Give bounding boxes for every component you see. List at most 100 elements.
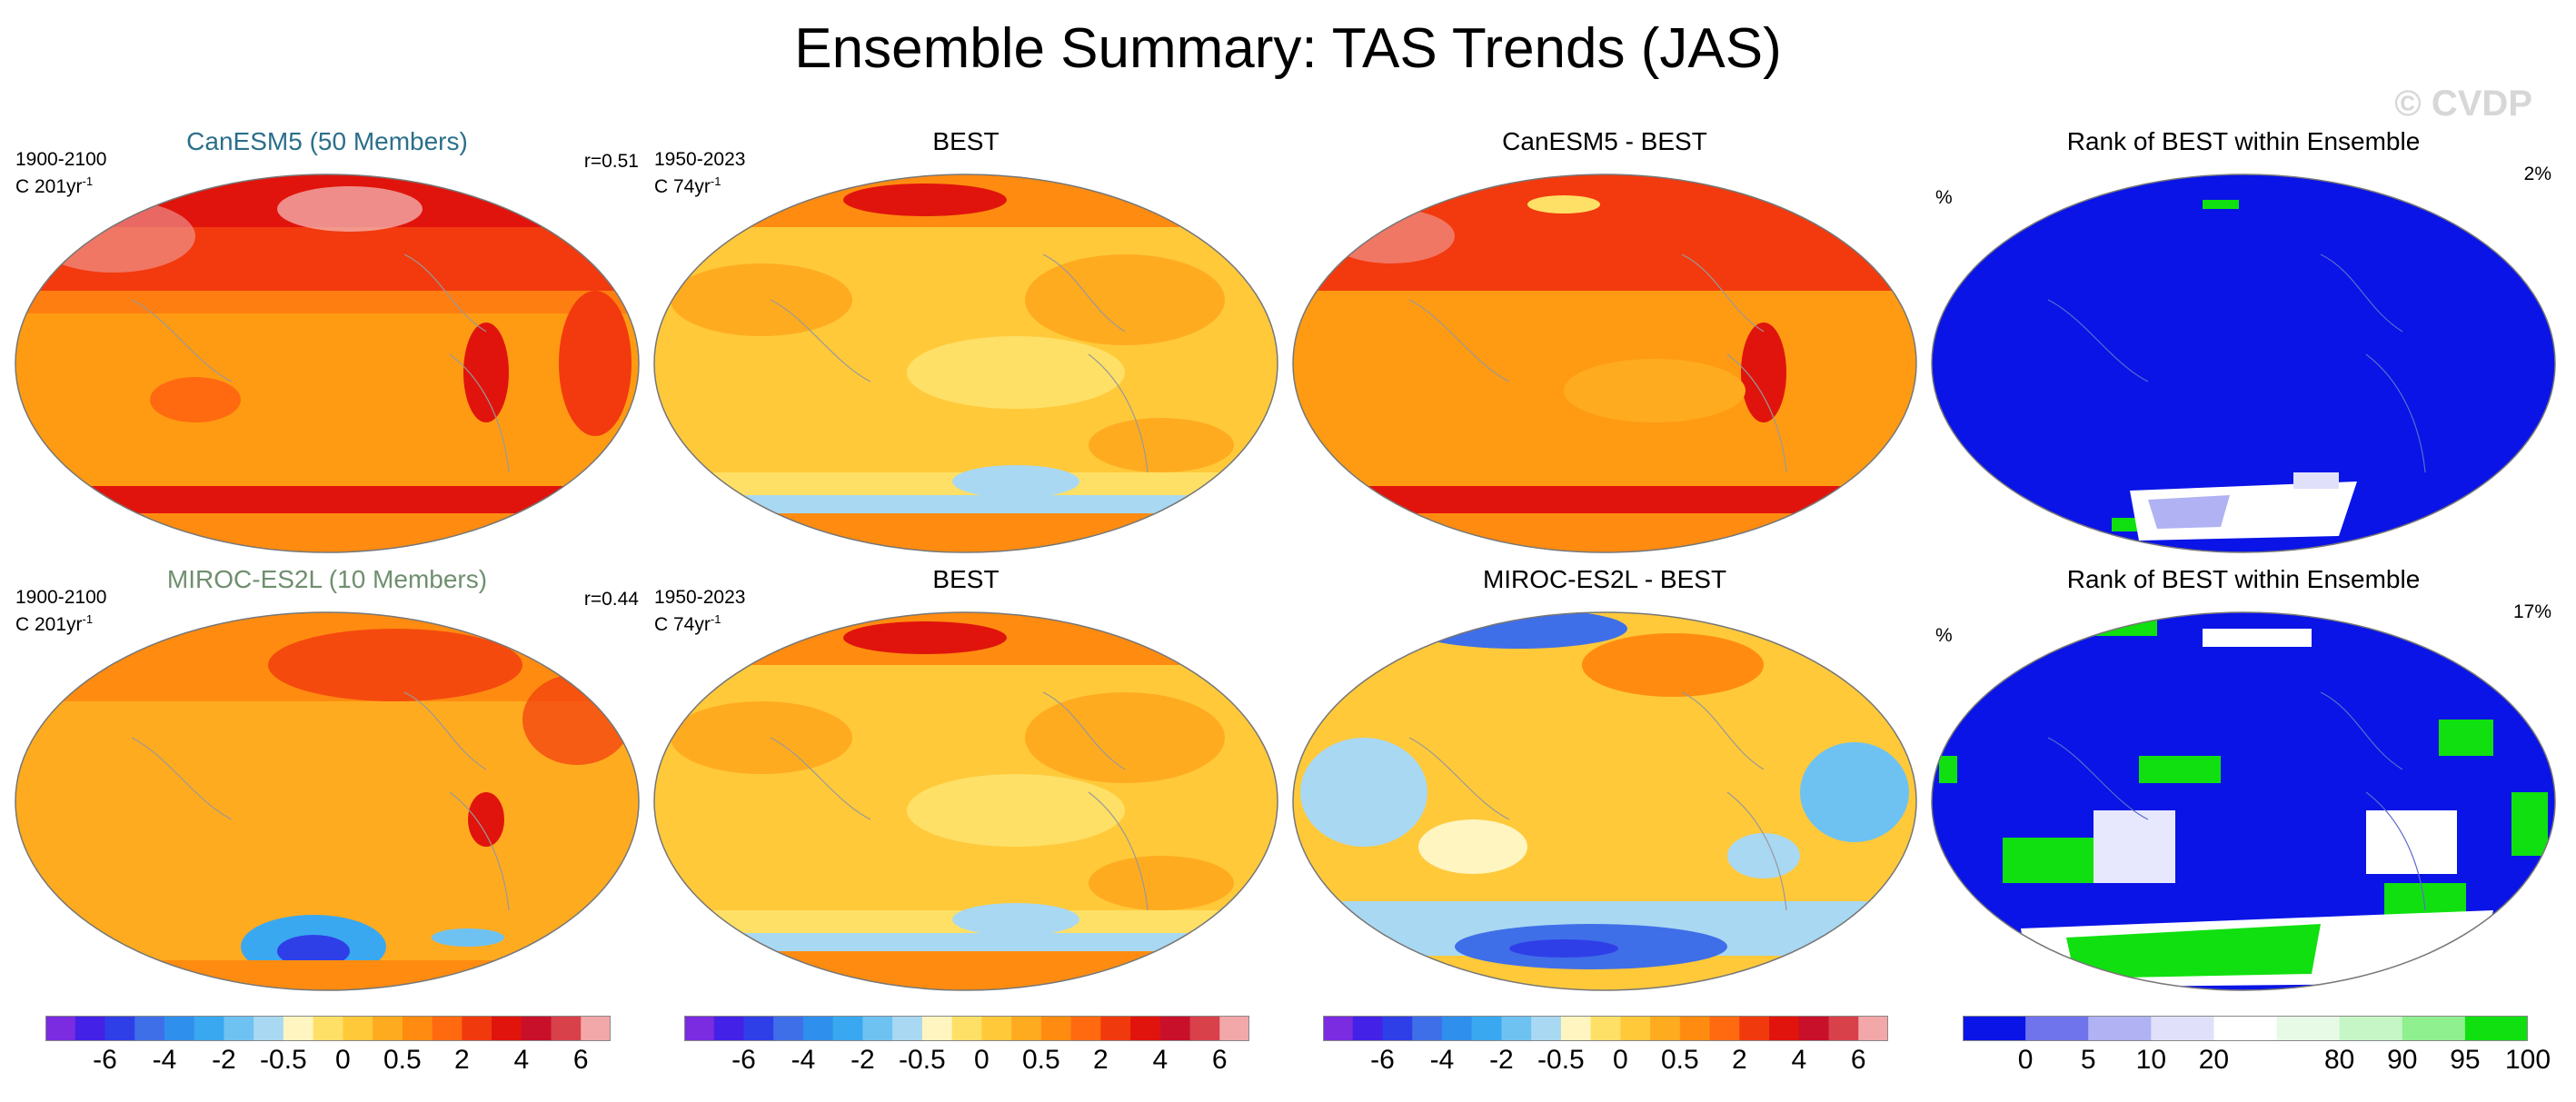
colorbar-swatch (1590, 1016, 1621, 1041)
colorbar-tick-label: 4 (513, 1045, 530, 1075)
colorbar-border (684, 1016, 1249, 1041)
colorbar-tick-label: 0.5 (383, 1045, 422, 1075)
colorbar-swatch (581, 1016, 611, 1041)
panel-rank-row1: Rank of BEST within Ensemble % 2% (1930, 127, 2557, 563)
map-canesm5 (14, 173, 641, 554)
colorbar-swatch (402, 1016, 433, 1041)
colorbar-swatch (1531, 1016, 1562, 1041)
panel-title: CanESM5 (50 Members) (186, 127, 468, 155)
colorbar-tick-label: -4 (152, 1045, 177, 1075)
colorbar-swatch (1100, 1016, 1131, 1041)
colorbar-swatch (981, 1016, 1012, 1041)
period-text: 1900-2100 (15, 149, 107, 170)
units-exp: -1 (82, 174, 94, 188)
colorbar-swatch (1441, 1016, 1473, 1041)
units-value: C 201yr (15, 176, 83, 197)
colorbar-tick-label: 2 (1092, 1045, 1109, 1075)
panel-diff-row1: CanESM5 - BEST (1291, 127, 1918, 563)
watermark: © CVDP (2394, 84, 2532, 124)
colorbar-swatch (2339, 1016, 2403, 1041)
period-text: 1900-2100 (15, 587, 107, 608)
colorbar-swatch (462, 1016, 492, 1041)
map-best-row2 (652, 611, 1279, 992)
units-text: C 74yr-1 (654, 609, 745, 636)
panel-title: MIROC-ES2L (10 Members) (166, 565, 488, 593)
colorbar-swatch (1219, 1016, 1249, 1041)
period-text: 1950-2023 (654, 587, 746, 608)
colorbar-swatch (1130, 1016, 1161, 1041)
colorbar-tick-label: 2 (453, 1045, 470, 1075)
colorbar-tick-label: 6 (1850, 1045, 1866, 1075)
colorbar-swatch (551, 1016, 582, 1041)
colorbar-border (45, 1016, 611, 1041)
rank-unit: % (1935, 187, 1953, 208)
colorbar-tick-label: -0.5 (260, 1045, 307, 1075)
colorbar-border (1323, 1016, 1888, 1041)
colorbar-swatch (773, 1016, 804, 1041)
figure-title: Ensemble Summary: TAS Trends (JAS) (794, 17, 1782, 80)
colorbar-swatches (1963, 1016, 2528, 1041)
units-value: C 201yr (15, 614, 83, 635)
panel-title: Rank of BEST within Ensemble (2066, 565, 2421, 593)
colorbar-trend-3 (1323, 1016, 1888, 1041)
panel-model-row2: MIROC-ES2L (10 Members) 1900-2100 C 201y… (14, 565, 641, 1001)
period-label: 1950-2023 C 74yr-1 (654, 149, 745, 198)
colorbar-swatch (1560, 1016, 1592, 1041)
panel-title: BEST (932, 127, 1000, 155)
colorbar-swatch (2464, 1016, 2528, 1041)
colorbar-swatch (2402, 1016, 2466, 1041)
colorbar-swatch (1382, 1016, 1413, 1041)
period-text: 1950-2023 (654, 149, 746, 170)
colorbar-swatch (1963, 1016, 2026, 1041)
colorbar-swatch (1709, 1016, 1740, 1041)
correlation-label: r=0.44 (583, 589, 639, 610)
panel-title: MIROC-ES2L - BEST (1482, 565, 1727, 593)
colorbar-swatch (1040, 1016, 1072, 1041)
colorbar-tick-label: 0.5 (1021, 1045, 1060, 1075)
colorbar-swatch (164, 1016, 195, 1041)
rank-percent: 2% (2523, 164, 2551, 184)
units-exp: -1 (82, 612, 94, 626)
colorbar-swatch (521, 1016, 552, 1041)
colorbar-swatch (1798, 1016, 1830, 1041)
colorbar-tick-label: 0 (335, 1045, 351, 1075)
colorbar-swatch (1650, 1016, 1681, 1041)
colorbar-tick-label: 80 (2323, 1045, 2355, 1075)
colorbar-trend-2-labels: -6 -4 -2 -0.5 0 0.5 2 4 6 (684, 1045, 1249, 1081)
colorbar-swatch (892, 1016, 923, 1041)
colorbar-swatch (1412, 1016, 1443, 1041)
colorbar-swatches (45, 1016, 611, 1041)
colorbar-swatch (104, 1016, 135, 1041)
period-label: 1900-2100 C 201yr-1 (15, 587, 106, 636)
colorbar-swatch (713, 1016, 744, 1041)
colorbar-trend-2 (684, 1016, 1249, 1041)
colorbar-tick-label: 6 (1211, 1045, 1228, 1075)
colorbar-swatch (684, 1016, 715, 1041)
colorbar-tick-label: 10 (2135, 1045, 2167, 1075)
units-exp: -1 (710, 612, 721, 626)
colorbar-swatch (1501, 1016, 1532, 1041)
colorbar-tick-label: -0.5 (899, 1045, 946, 1075)
colorbar-tick-label: 0 (1613, 1045, 1628, 1075)
colorbar-swatch (492, 1016, 522, 1041)
colorbar-trend-1-labels: -6 -4 -2 -0.5 0 0.5 2 4 6 (45, 1045, 611, 1081)
units-text: C 201yr-1 (15, 171, 106, 198)
map-best-row1 (652, 173, 1279, 554)
units-text: C 74yr-1 (654, 171, 745, 198)
colorbar-border (1963, 1016, 2528, 1041)
colorbar-swatch (2025, 1016, 2089, 1041)
colorbar-swatch (2088, 1016, 2152, 1041)
colorbar-tick-label: 6 (572, 1045, 589, 1075)
map-rank-miroc (1930, 611, 2557, 992)
colorbar-swatch (194, 1016, 224, 1041)
colorbar-swatch (373, 1016, 403, 1041)
map-diff-miroc (1291, 611, 1918, 992)
colorbar-tick-label: 5 (2080, 1045, 2096, 1075)
panel-diff-row2: MIROC-ES2L - BEST (1291, 565, 1918, 1001)
period-label: 1950-2023 C 74yr-1 (654, 587, 745, 636)
colorbar-tick-label: -4 (1429, 1045, 1455, 1075)
colorbar-swatch (75, 1016, 105, 1041)
map-diff-canesm5 (1291, 173, 1918, 554)
colorbar-swatch (254, 1016, 284, 1041)
colorbar-rank (1963, 1016, 2528, 1041)
